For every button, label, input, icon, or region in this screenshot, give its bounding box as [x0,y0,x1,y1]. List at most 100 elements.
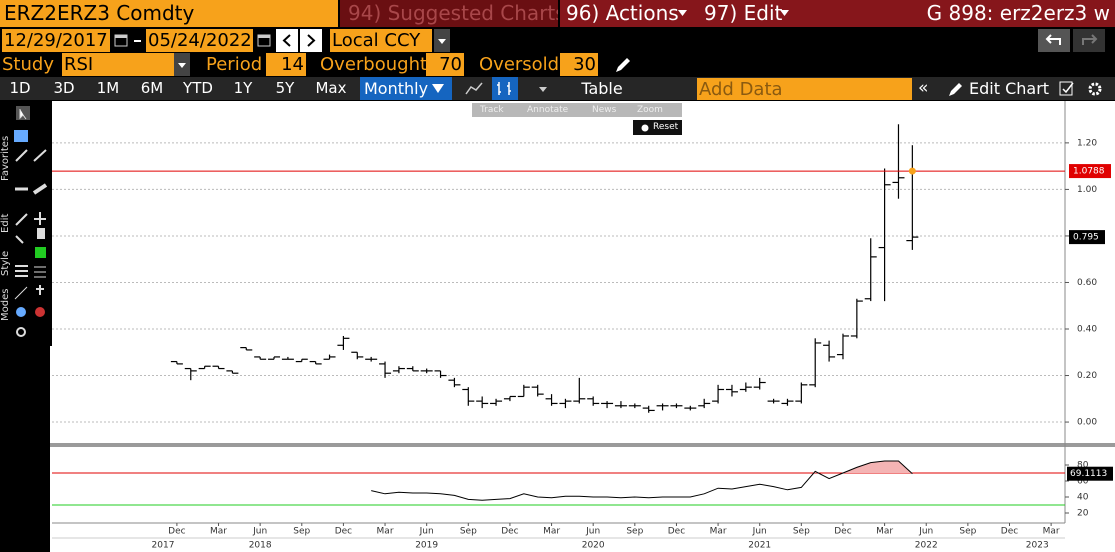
oversold-label: Oversold [479,54,560,75]
y-tick-label: 80 [1077,461,1089,471]
menu-bar [560,0,1115,27]
table-button[interactable]: Table [581,79,623,98]
year-label: 2017 [152,541,175,551]
add-data[interactable]: Add Data [697,78,912,100]
y-tick-label: 0.00 [1077,418,1097,428]
date-separator [134,40,141,42]
range-button[interactable]: 1M [96,79,120,97]
x-tick-label: Mar [710,527,727,537]
sidebar [0,101,52,346]
reset-icon [641,124,649,132]
x-tick-label: Sep [293,527,310,537]
year-label: 2020 [582,541,605,551]
value-box [1069,164,1111,179]
x-tick-label: Dec [335,527,352,537]
study-dropdown[interactable] [174,53,190,76]
chart-tool[interactable]: News [592,105,617,115]
ticker[interactable]: ERZ2ERZ3 Comdty [0,0,338,27]
edit-menu[interactable]: 97) Edit [704,1,783,25]
x-tick-label: Jun [918,527,933,537]
actions-menu[interactable]: 96) Actions [566,1,679,25]
panel-divider [50,443,1115,447]
range-button[interactable]: 5Y [275,79,295,97]
pencil-icon[interactable] [613,55,633,75]
chart-tool[interactable]: Track [480,105,504,115]
overbought-area [371,461,913,473]
y-tick-label: 20 [1077,509,1089,519]
year-label: 2022 [915,541,938,551]
value-box [1067,466,1113,481]
last-price-label: 0.795 [1073,233,1099,243]
range-button[interactable]: Max [315,79,347,97]
x-tick-label: Jun [585,527,600,537]
currency-dropdown[interactable] [434,29,450,52]
chart-tool[interactable]: Zoom [637,105,663,115]
x-tick-label: Jun [752,527,767,537]
suggested-charts[interactable]: 94) Suggested Charts [340,0,558,27]
settings-icons[interactable] [1058,79,1113,99]
x-tick-label: Dec [168,527,185,537]
x-tick-label: Mar [210,527,227,537]
rsi-line [371,460,913,501]
x-tick-label: Dec [501,527,518,537]
calendar-icon[interactable] [114,33,128,47]
x-tick-label: Mar [1043,527,1060,537]
dropdown-icon [432,84,444,93]
y-tick-label: 0.60 [1077,278,1097,288]
study-label: Study [2,54,54,75]
period[interactable]: 14 [266,53,306,76]
dropdown-icon [780,10,789,16]
study-name[interactable]: RSI [62,53,174,76]
y-tick-label: 1.20 [1077,138,1097,148]
overbought-label: Overbought [320,54,428,75]
y-tick-label: 0.20 [1077,371,1097,381]
value-box [1069,230,1105,245]
range-button[interactable]: YTD [183,79,213,97]
x-tick-label: Sep [793,527,810,537]
year-label: 2019 [415,541,438,551]
start-date[interactable]: 12/29/2017 [2,29,110,52]
range-button[interactable]: 1D [9,79,31,97]
y-tick-label: 40 [1077,493,1089,503]
x-tick-label: Sep [626,527,643,537]
x-tick-label: Dec [1001,527,1018,537]
side-tab[interactable]: Edit [0,213,11,233]
year-label: 2021 [748,541,771,551]
chart-tool[interactable]: Annotate [527,105,569,115]
end-date[interactable]: 05/24/2022 [146,29,253,52]
range-button[interactable]: 6M [140,79,164,97]
side-tab[interactable]: Favorites [0,135,11,181]
range-button[interactable]: 1Y [233,79,253,97]
y-tick-label: 1.00 [1077,185,1097,195]
x-tick-label: Mar [543,527,560,537]
range-buttons: 1D 3D 1M 6M YTD 1Y 5Y Max [0,77,356,100]
frequency-button[interactable] [360,77,452,100]
x-tick-label: Mar [377,527,394,537]
x-tick-label: Dec [668,527,685,537]
edit-chart[interactable]: Edit Chart [969,79,1050,98]
rsi-last-label: 69.1113 [1070,469,1107,479]
side-tab[interactable]: Modes [0,288,11,321]
undo-redo[interactable] [1038,29,1108,52]
frequency[interactable]: Monthly [364,79,429,98]
collapse-button[interactable]: « [918,78,929,98]
x-tick-label: Sep [460,527,477,537]
x-tick-label: Jun [252,527,267,537]
oversold[interactable]: 30 [560,53,598,76]
pencil-icon [949,83,962,96]
side-tab[interactable]: Style [0,250,11,276]
x-tick-label: Mar [876,527,893,537]
overbought[interactable]: 70 [426,53,464,76]
page-id: G 898: erz2erz3 w [926,1,1110,25]
range-button[interactable]: 3D [53,79,75,97]
nav-arrows[interactable] [276,29,324,52]
line-handle [908,167,916,175]
currency[interactable]: Local CCY [330,29,432,52]
year-label: 2023 [1026,541,1049,551]
period-label: Period [206,54,263,75]
chart-type-icons[interactable] [462,77,552,100]
x-tick-label: Jun [419,527,434,537]
calendar-icon[interactable] [257,33,271,47]
y-tick-label: 0.40 [1077,325,1097,335]
